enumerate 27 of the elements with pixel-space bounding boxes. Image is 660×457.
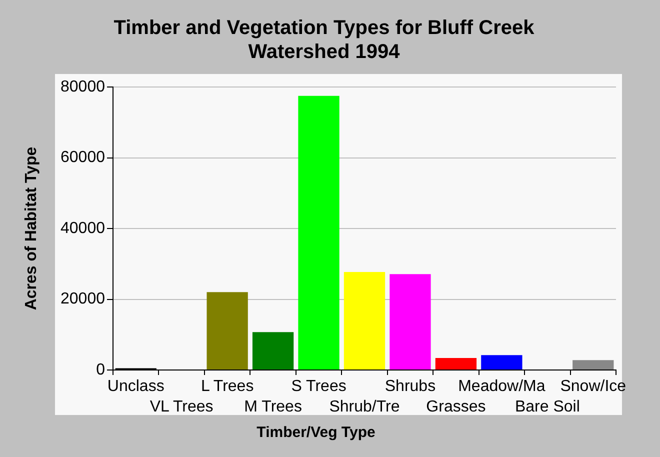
x-tick-label: M Trees xyxy=(244,398,302,416)
y-tick-label: 0 xyxy=(96,361,106,378)
y-tick-label: 40000 xyxy=(60,220,106,237)
y-tick-label: 80000 xyxy=(60,78,106,96)
x-tick-label: S Trees xyxy=(291,378,346,395)
bar xyxy=(252,332,294,370)
bar xyxy=(206,292,248,370)
x-axis-title: Timber/Veg Type xyxy=(256,424,376,442)
x-tick-label: Snow/Ice xyxy=(560,378,626,395)
y-axis-title: Acres of Habitat Type xyxy=(23,146,40,310)
x-tick-label: Shrubs xyxy=(384,378,436,395)
x-tick-label: Meadow/Ma xyxy=(458,378,546,395)
bar xyxy=(572,360,614,370)
x-tick-label: L Trees xyxy=(200,378,254,395)
x-tick-label: Unclass xyxy=(107,378,164,395)
bar xyxy=(435,358,477,370)
bar xyxy=(298,96,340,370)
y-tick-label: 20000 xyxy=(60,290,106,308)
bar xyxy=(390,274,431,370)
y-tick-label: 60000 xyxy=(60,149,106,166)
chart-title: Timber and Vegetation Types for Bluff Creek Watershed 1994 xyxy=(112,16,536,64)
x-tick-label: Bare Soil xyxy=(514,398,580,416)
x-tick-label: VL Trees xyxy=(150,398,214,416)
x-tick-label: Shrub/Tre xyxy=(329,398,400,416)
bar xyxy=(481,355,522,370)
x-tick-label: Grasses xyxy=(426,398,486,416)
bar xyxy=(344,272,386,370)
